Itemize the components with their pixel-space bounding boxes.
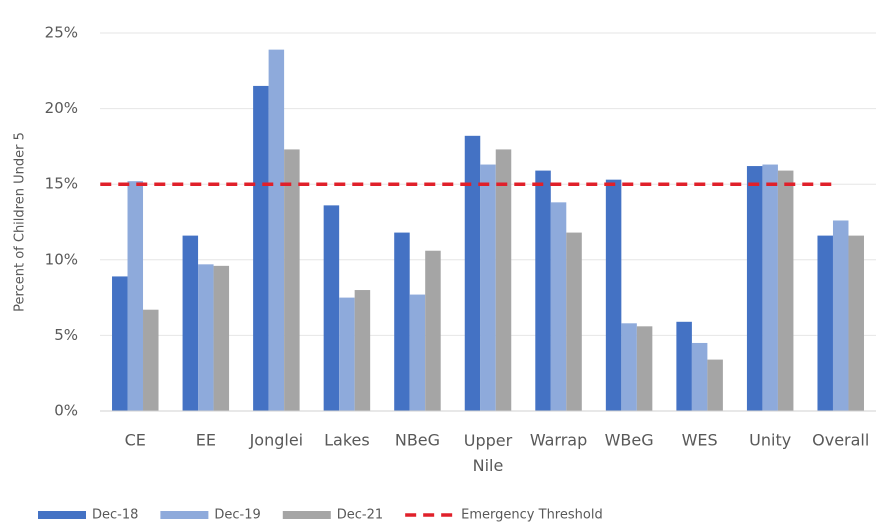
bar	[762, 164, 778, 411]
bar	[127, 181, 144, 411]
x-tick-label: Overall	[812, 431, 869, 450]
legend-label: Dec-21	[337, 508, 383, 523]
bar	[182, 235, 199, 411]
x-tick-label: Unity	[749, 431, 791, 450]
x-tick-label: Warrap	[530, 431, 587, 450]
bar	[425, 250, 441, 411]
legend-swatch	[38, 511, 86, 519]
x-tick-label: EE	[196, 431, 216, 450]
x-tick-label: CE	[125, 431, 146, 450]
x-tick-label: WES	[682, 431, 718, 450]
x-tick-label: NBeG	[395, 431, 440, 450]
bar	[143, 309, 159, 411]
bar	[354, 290, 371, 411]
bar	[495, 149, 512, 411]
bar	[832, 220, 849, 411]
y-axis-label: Percent of Children Under 5	[13, 132, 28, 312]
bar	[777, 170, 794, 411]
bar	[746, 166, 763, 411]
bar	[268, 49, 285, 412]
bar	[112, 276, 128, 411]
legend-label: Emergency Threshold	[461, 508, 603, 523]
y-tick-label: 15%	[45, 175, 78, 193]
bar	[707, 359, 723, 411]
y-tick-label: 5%	[54, 326, 78, 344]
bar	[323, 205, 340, 411]
legend-label: Dec-18	[92, 508, 138, 523]
x-tick-label: WBeG	[605, 431, 654, 450]
bar	[464, 135, 481, 412]
bar	[213, 265, 230, 411]
bar	[284, 149, 300, 411]
y-tick-label: 25%	[45, 24, 78, 42]
bar	[636, 326, 653, 411]
x-tick-label: Upper Nile	[464, 431, 513, 475]
bar	[621, 323, 637, 411]
bar	[535, 170, 551, 411]
y-tick-label: 20%	[45, 99, 78, 117]
x-tick-label: Jonglei	[249, 431, 304, 450]
bar	[198, 264, 214, 411]
bar	[817, 235, 833, 411]
bar	[394, 232, 410, 411]
bar	[480, 164, 496, 411]
legend-swatch	[160, 511, 209, 519]
legend-label: Dec-19	[214, 508, 260, 523]
y-tick-label: 10%	[45, 250, 78, 268]
bar	[339, 297, 355, 411]
bar	[550, 202, 567, 411]
y-tick-label: 0%	[54, 402, 78, 420]
bar	[605, 179, 622, 411]
bar	[566, 232, 582, 411]
bar	[253, 85, 269, 412]
bar	[691, 342, 708, 411]
bar	[848, 235, 864, 411]
bar	[409, 294, 426, 411]
legend-swatch	[282, 511, 331, 519]
bar	[676, 321, 692, 411]
x-tick-label: Lakes	[324, 431, 370, 450]
